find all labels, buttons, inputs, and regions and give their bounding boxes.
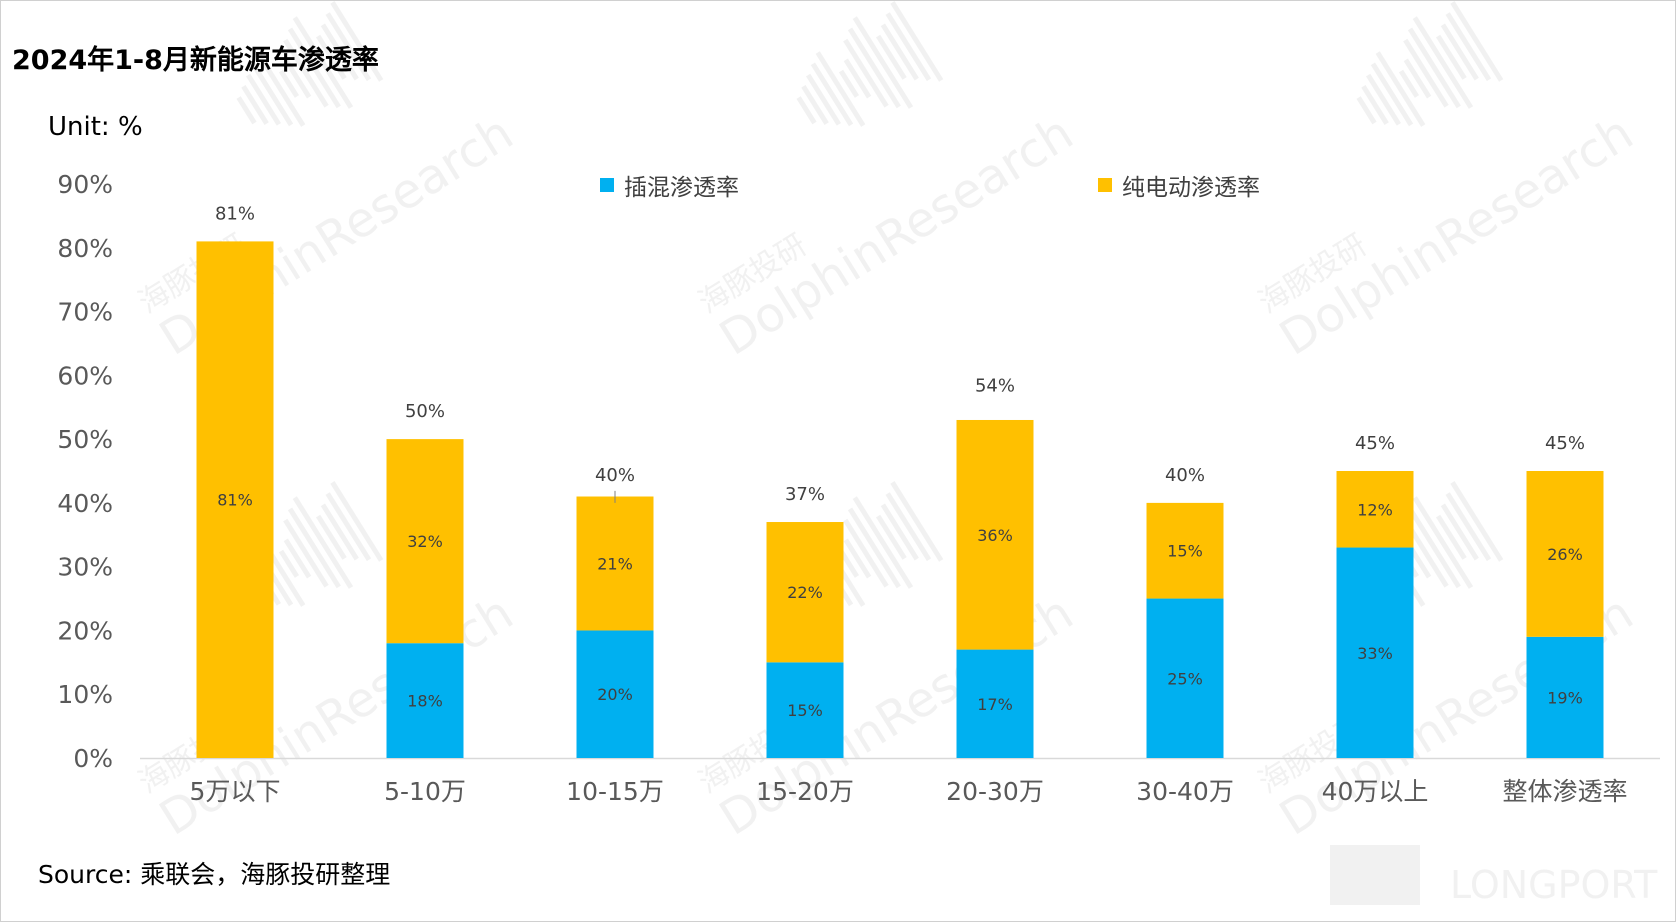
data-label-total: 54% bbox=[975, 376, 1015, 397]
source-note: Source: 乘联会，海豚投研整理 bbox=[38, 860, 391, 889]
data-label-bev: 12% bbox=[1357, 500, 1393, 519]
data-label-total: 40% bbox=[1165, 465, 1205, 486]
bar-bev bbox=[956, 419, 1034, 650]
legend-swatch-bev bbox=[1098, 178, 1112, 192]
data-label-phev: 17% bbox=[977, 695, 1013, 714]
y-tick-label: 70% bbox=[57, 298, 113, 327]
y-tick-label: 50% bbox=[57, 425, 113, 454]
data-label-total: 50% bbox=[405, 401, 445, 422]
x-tick-label: 20-30万 bbox=[946, 777, 1044, 806]
data-label-bev: 22% bbox=[787, 583, 823, 602]
data-label-bev: 26% bbox=[1547, 545, 1583, 564]
x-tick-label: 5-10万 bbox=[384, 777, 466, 806]
bar-bev bbox=[766, 522, 844, 663]
data-label-bev: 21% bbox=[597, 554, 633, 573]
data-label-total: 37% bbox=[785, 484, 825, 505]
legend-item-phev: 插混渗透率 bbox=[600, 168, 739, 202]
bar-phev bbox=[1146, 598, 1224, 758]
x-tick-label: 整体渗透率 bbox=[1502, 777, 1627, 806]
x-tick-label: 30-40万 bbox=[1136, 777, 1234, 806]
bar-phev bbox=[386, 643, 464, 758]
bar-phev bbox=[766, 662, 844, 758]
bar-bev bbox=[386, 439, 464, 644]
y-tick-label: 90% bbox=[57, 170, 113, 199]
y-tick-label: 40% bbox=[57, 489, 113, 518]
bar-bev bbox=[196, 241, 274, 758]
legend-swatch-phev bbox=[600, 178, 614, 192]
y-tick-label: 80% bbox=[57, 234, 113, 263]
unit-label: Unit: % bbox=[48, 112, 143, 142]
data-label-phev: 25% bbox=[1167, 669, 1203, 688]
chart-title: 2024年1-8月新能源车渗透率 bbox=[12, 45, 379, 76]
data-label-phev: 15% bbox=[787, 701, 823, 720]
x-tick-label: 5万以下 bbox=[190, 777, 281, 806]
bar-phev bbox=[956, 649, 1034, 758]
y-tick-label: 20% bbox=[57, 616, 113, 645]
bar-bev bbox=[1146, 502, 1224, 599]
legend-item-bev: 纯电动渗透率 bbox=[1098, 168, 1260, 202]
data-label-total: 40% bbox=[595, 465, 635, 486]
y-tick-label: 60% bbox=[57, 361, 113, 390]
data-label-phev: 18% bbox=[407, 692, 443, 711]
bar-bev bbox=[1336, 471, 1414, 548]
legend-label-bev: 纯电动渗透率 bbox=[1122, 175, 1260, 201]
data-label-total: 45% bbox=[1545, 433, 1585, 454]
data-label-bev: 36% bbox=[977, 526, 1013, 545]
bar-bev bbox=[1526, 471, 1604, 637]
legend-label-phev: 插混渗透率 bbox=[624, 175, 739, 201]
y-tick-label: 10% bbox=[57, 680, 113, 709]
data-label-phev: 19% bbox=[1547, 688, 1583, 707]
data-label-bev: 32% bbox=[407, 532, 443, 551]
data-label-phev: 33% bbox=[1357, 644, 1393, 663]
bar-phev bbox=[576, 630, 654, 758]
bar-bev bbox=[576, 496, 654, 631]
data-label-total: 45% bbox=[1355, 433, 1395, 454]
data-label-bev: 81% bbox=[217, 491, 253, 510]
y-tick-label: 0% bbox=[73, 744, 113, 773]
x-tick-label: 10-15万 bbox=[566, 777, 664, 806]
data-label-total: 81% bbox=[215, 203, 255, 224]
y-tick-label: 30% bbox=[57, 553, 113, 582]
data-label-bev: 15% bbox=[1167, 542, 1203, 561]
x-tick-label: 40万以上 bbox=[1322, 777, 1429, 806]
data-label-phev: 20% bbox=[597, 685, 633, 704]
bar-phev bbox=[1526, 636, 1604, 758]
bar-phev bbox=[1336, 547, 1414, 758]
x-tick-label: 15-20万 bbox=[756, 777, 854, 806]
